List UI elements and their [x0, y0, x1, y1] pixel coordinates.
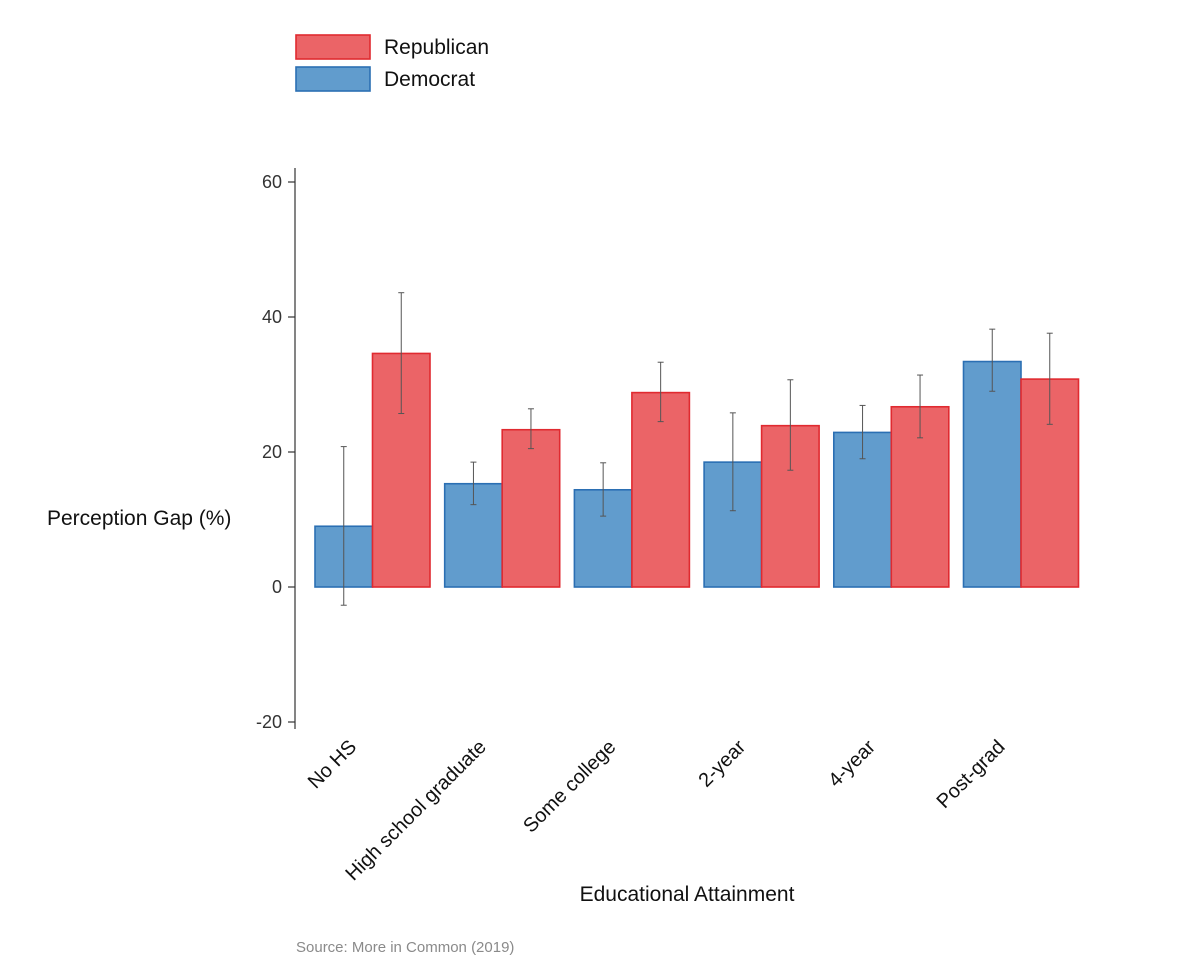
error-bar-democrat-high-school-graduate [470, 461, 477, 506]
legend: Republican Democrat [295, 34, 489, 92]
error-bar-democrat-4-year [859, 404, 866, 460]
x-tick-label-some-college: Some college [519, 736, 620, 837]
x-tick-label-high-school-graduate: High school graduate [342, 736, 491, 885]
y-tick-label: 20 [262, 442, 282, 462]
y-axis-title: Perception Gap (%) [47, 507, 231, 530]
error-bar-democrat-2-year [729, 412, 736, 512]
y-tick-label: 40 [262, 307, 282, 327]
legend-label-democrat: Democrat [384, 68, 475, 91]
error-bar-democrat-no-hs [340, 446, 347, 606]
bar-democrat-post-grad [962, 360, 1022, 588]
bar-republican-4-year [890, 405, 950, 588]
y-tick-label: 60 [262, 172, 282, 192]
legend-item-democrat: Democrat [295, 66, 475, 92]
error-bar-republican-4-year [917, 374, 924, 439]
error-bar-republican-2-year [787, 379, 794, 471]
legend-swatch-democrat [295, 66, 371, 92]
x-tick-label-no-hs: No HS [304, 736, 361, 793]
error-bar-democrat-some-college [600, 462, 607, 517]
bars [314, 352, 1080, 588]
legend-item-republican: Republican [295, 34, 489, 60]
y-tick-label: -20 [256, 712, 282, 732]
error-bar-republican-post-grad [1046, 332, 1053, 425]
error-bar-republican-no-hs [398, 292, 405, 415]
legend-swatch-republican [295, 34, 371, 60]
x-tick-label-2-year: 2-year [694, 736, 750, 792]
error-bars [340, 292, 1053, 606]
bar-republican-some-college [631, 391, 691, 588]
x-tick-label-4-year: 4-year [824, 736, 880, 792]
x-axis-title: Educational Attainment [580, 883, 795, 906]
error-bar-republican-some-college [657, 361, 664, 423]
source-note: Source: More in Common (2019) [296, 939, 514, 956]
error-bar-democrat-post-grad [989, 328, 996, 392]
y-tick-label: 0 [272, 577, 282, 597]
y-axis-ticks: -20 0 20 40 60 [256, 172, 295, 732]
x-tick-label-post-grad: Post-grad [933, 736, 1010, 813]
error-bar-republican-high-school-graduate [527, 408, 534, 450]
bar-republican-high-school-graduate [501, 428, 561, 588]
legend-label-republican: Republican [384, 36, 489, 59]
